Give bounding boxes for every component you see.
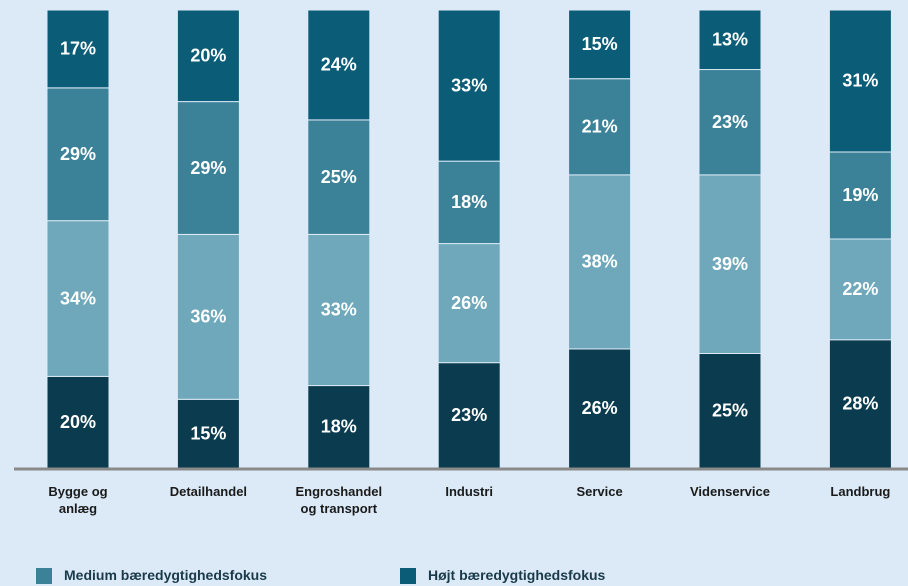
value-label: 13% xyxy=(712,30,748,50)
legend-label: Medium bæredygtighedsfokus xyxy=(64,567,268,583)
value-label: 18% xyxy=(321,417,357,437)
bar-segment xyxy=(698,9,762,71)
legend-swatch xyxy=(400,568,416,584)
value-label: 25% xyxy=(321,167,357,187)
bar-segment xyxy=(307,385,371,469)
bar-segment xyxy=(568,348,632,469)
value-label: 33% xyxy=(321,300,357,320)
bar-segment xyxy=(828,151,892,240)
bar-segment xyxy=(307,119,371,235)
bar-segment xyxy=(46,220,110,377)
bar-segment xyxy=(568,174,632,350)
bar-segment xyxy=(176,398,240,469)
value-label: 39% xyxy=(712,254,748,274)
value-label: 23% xyxy=(451,405,487,425)
value-label: 21% xyxy=(582,117,618,137)
value-label: 19% xyxy=(842,185,878,205)
bar-segment xyxy=(176,101,240,235)
bar-segment xyxy=(828,9,892,153)
x-tick-label: Service xyxy=(576,484,623,499)
bar-segment xyxy=(176,9,240,103)
x-tick-label: Videnservice xyxy=(690,484,770,499)
x-tick-label: Industri xyxy=(445,484,494,499)
x-tick-label: Engroshandel og transport xyxy=(295,484,383,516)
value-label: 24% xyxy=(321,55,357,75)
value-label: 18% xyxy=(451,192,487,212)
value-label: 22% xyxy=(842,279,878,299)
bar-segment xyxy=(828,238,892,341)
value-label: 17% xyxy=(60,39,96,59)
bar-segment xyxy=(437,243,501,364)
value-label: 31% xyxy=(842,71,878,91)
value-label: 15% xyxy=(190,423,226,443)
legend-label: Højt bæredygtighedsfokus xyxy=(428,567,606,583)
bar-segment xyxy=(568,9,632,80)
value-label: 26% xyxy=(582,398,618,418)
value-label: 20% xyxy=(60,412,96,432)
value-label: 29% xyxy=(60,144,96,164)
value-label: 23% xyxy=(712,112,748,132)
value-label: 34% xyxy=(60,288,96,308)
value-label: 28% xyxy=(842,394,878,414)
bar-segment xyxy=(437,9,501,162)
bar-segment xyxy=(46,9,110,89)
value-label: 20% xyxy=(190,46,226,66)
bar-segment xyxy=(437,362,501,469)
bar-segment xyxy=(46,375,110,469)
x-tick-label: Detailhandel xyxy=(169,484,248,499)
x-tick-label: Bygge og anlæg xyxy=(48,484,108,516)
bar-segment xyxy=(176,233,240,400)
bar-segment xyxy=(307,233,371,387)
value-label: 36% xyxy=(190,307,226,327)
value-label: 33% xyxy=(451,75,487,95)
value-label: 15% xyxy=(582,34,618,54)
value-label: 38% xyxy=(582,252,618,272)
bar-segment xyxy=(698,353,762,469)
bar-segment xyxy=(437,160,501,245)
legend-swatch xyxy=(36,568,52,584)
bar-segment xyxy=(307,9,371,121)
value-label: 26% xyxy=(451,293,487,313)
bar-segment xyxy=(46,87,110,222)
bar-segment xyxy=(568,78,632,176)
bar-segment xyxy=(698,174,762,354)
value-label: 25% xyxy=(712,401,748,421)
x-tick-label: Landbrug xyxy=(830,484,891,499)
value-label: 29% xyxy=(190,158,226,178)
bar-segment xyxy=(698,69,762,176)
